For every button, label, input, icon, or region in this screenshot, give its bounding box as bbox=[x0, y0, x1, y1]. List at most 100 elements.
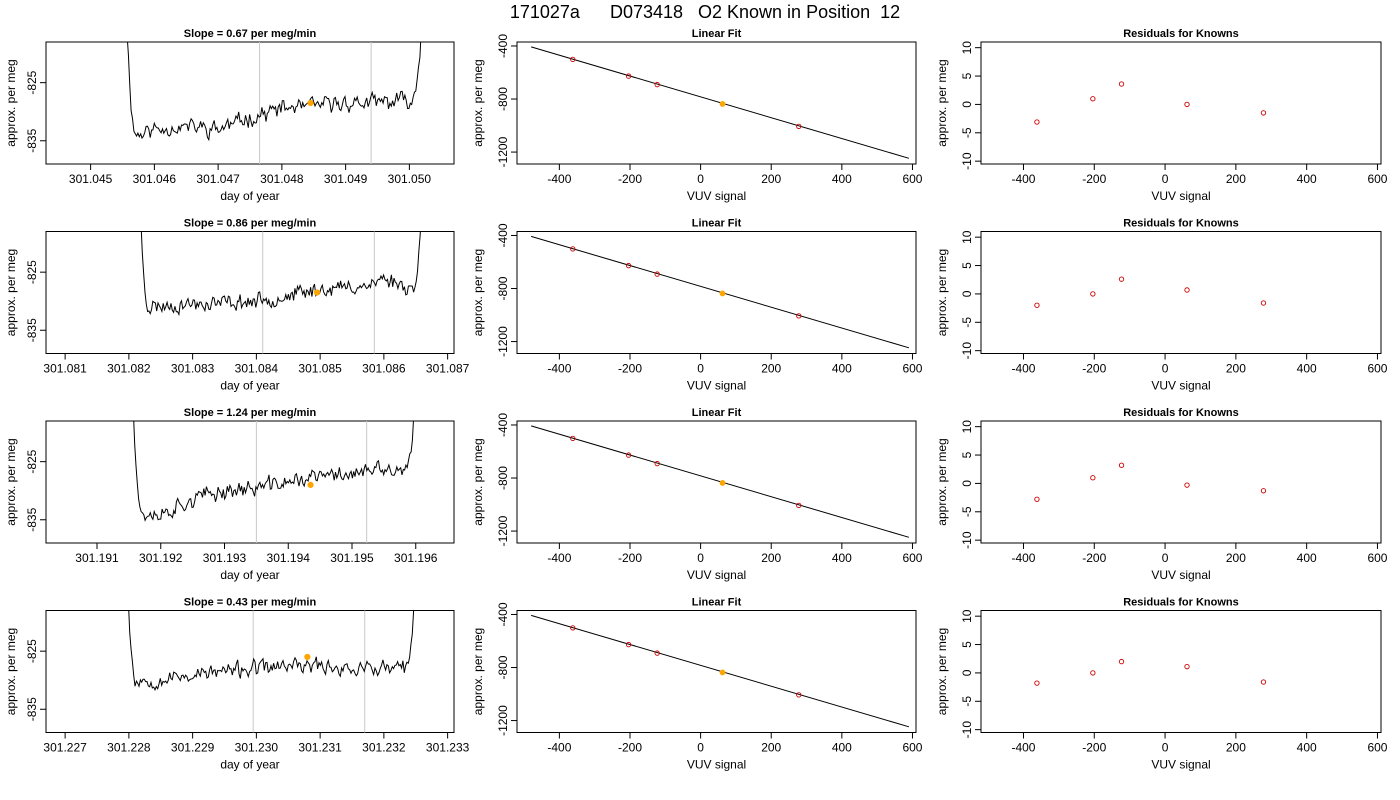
x-tick-label: 0 bbox=[1162, 551, 1169, 565]
x-axis-label: VUV signal bbox=[687, 568, 746, 582]
x-tick-label: 0 bbox=[697, 741, 704, 755]
known-point bbox=[796, 692, 802, 698]
x-tick-label: -400 bbox=[1011, 741, 1035, 755]
y-axis-label: approx. per meg bbox=[4, 249, 18, 336]
trace-panel: Slope = 0.43 per meg/min 301.227 301.228 30… bbox=[4, 597, 470, 772]
x-tick-label: 0 bbox=[1162, 362, 1169, 376]
slope-unit: per meg/min bbox=[248, 218, 317, 230]
x-axis-label: day of year bbox=[220, 189, 279, 203]
y-tick-label: 10 bbox=[960, 420, 974, 434]
y-tick-label: -10 bbox=[960, 152, 974, 170]
y-axis-label: approx. per meg bbox=[471, 249, 485, 336]
sample-point bbox=[719, 290, 726, 297]
resid-title: Residuals for Knowns bbox=[1123, 407, 1239, 419]
fit-panel: Linear Fit -400 -200 0 200 400 600 -400 -800 -120… bbox=[471, 28, 923, 203]
y-tick-label: -5 bbox=[960, 127, 974, 138]
x-tick-label: 301.048 bbox=[260, 172, 304, 186]
x-tick-label: 0 bbox=[1162, 741, 1169, 755]
y-tick-label: -825 bbox=[25, 639, 39, 663]
y-tick-label: -5 bbox=[960, 696, 974, 707]
y-tick-label: -835 bbox=[25, 128, 39, 152]
y-tick-label: -1200 bbox=[496, 326, 510, 357]
y-tick-label: -835 bbox=[25, 697, 39, 721]
trace-frame bbox=[45, 231, 455, 354]
x-tick-label: 200 bbox=[1226, 362, 1246, 376]
x-axis-label: day of year bbox=[220, 758, 279, 772]
y-tick-label: -800 bbox=[496, 87, 510, 111]
x-tick-label: 301.082 bbox=[107, 362, 151, 376]
x-axis-label: VUV signal bbox=[1151, 379, 1210, 393]
y-tick-label: -800 bbox=[496, 655, 510, 679]
x-tick-label: 301.231 bbox=[298, 741, 342, 755]
known-point bbox=[625, 262, 632, 269]
residual-point bbox=[1090, 670, 1096, 676]
x-tick-label: 400 bbox=[1297, 551, 1317, 565]
trace-panel: Slope = 0.86 per meg/min 301.081 301.082 30… bbox=[4, 218, 470, 393]
y-tick-label: 5 bbox=[960, 451, 974, 458]
x-axis-label: day of year bbox=[220, 568, 279, 582]
x-tick-label: 301.049 bbox=[324, 172, 368, 186]
y-axis-label: approx. per meg bbox=[935, 249, 949, 336]
x-tick-label: -400 bbox=[547, 172, 571, 186]
y-tick-label: -835 bbox=[25, 507, 39, 531]
y-tick-label: -400 bbox=[496, 223, 510, 247]
x-tick-label: -200 bbox=[618, 362, 642, 376]
y-axis-label: approx. per meg bbox=[471, 438, 485, 525]
signal-trace bbox=[128, 610, 415, 692]
trace-title: Slope = 1.24 per meg/min bbox=[184, 407, 317, 419]
x-tick-label: 200 bbox=[1226, 741, 1246, 755]
x-tick-label: 301.228 bbox=[107, 741, 151, 755]
y-tick-label: -400 bbox=[496, 413, 510, 437]
residual-point bbox=[1034, 496, 1040, 502]
fit-title: Linear Fit bbox=[692, 28, 742, 40]
y-tick-label: -835 bbox=[25, 318, 39, 342]
y-axis-label: approx. per meg bbox=[4, 628, 18, 715]
trace-frame bbox=[45, 41, 455, 165]
residual-point bbox=[1034, 302, 1040, 308]
residual-point bbox=[1184, 664, 1190, 670]
residual-point bbox=[1118, 276, 1125, 282]
sample-marker bbox=[307, 481, 314, 489]
x-tick-label: -200 bbox=[618, 551, 642, 565]
x-tick-label: 600 bbox=[1367, 551, 1387, 565]
residual-point bbox=[1090, 475, 1096, 481]
x-tick-label: 301.086 bbox=[362, 362, 406, 376]
x-axis-label: VUV signal bbox=[687, 189, 746, 203]
trace-title: Slope = 0.43 per meg/min bbox=[184, 597, 317, 609]
x-tick-label: 200 bbox=[761, 551, 781, 565]
x-tick-label: 301.083 bbox=[171, 362, 215, 376]
y-tick-label: 0 bbox=[960, 669, 974, 676]
slope-unit: per meg/min bbox=[248, 407, 317, 419]
fit-title: Linear Fit bbox=[692, 407, 742, 419]
residual-point bbox=[1034, 119, 1040, 125]
x-tick-label: 301.195 bbox=[330, 551, 374, 565]
x-tick-label: 301.084 bbox=[235, 362, 279, 376]
x-tick-label: 0 bbox=[697, 362, 704, 376]
slope-unit: per meg/min bbox=[248, 28, 317, 40]
residual-point bbox=[1184, 287, 1190, 293]
y-tick-label: -1200 bbox=[496, 705, 510, 736]
y-tick-label: -800 bbox=[496, 466, 510, 490]
x-tick-label: -400 bbox=[1011, 551, 1035, 565]
fit-frame bbox=[516, 610, 917, 733]
x-tick-label: 0 bbox=[697, 551, 704, 565]
x-tick-label: -200 bbox=[1082, 172, 1106, 186]
x-tick-label: 301.050 bbox=[388, 172, 432, 186]
fit-title: Linear Fit bbox=[692, 597, 742, 609]
signal-trace bbox=[127, 42, 422, 142]
known-point bbox=[654, 271, 660, 277]
x-tick-label: 301.192 bbox=[139, 551, 183, 565]
x-tick-label: 301.194 bbox=[267, 551, 311, 565]
residual-point bbox=[1118, 462, 1125, 468]
x-tick-label: 400 bbox=[1297, 362, 1317, 376]
known-point bbox=[625, 73, 632, 79]
sample-marker bbox=[313, 289, 321, 296]
y-tick-label: -10 bbox=[960, 721, 974, 739]
trace-title: Slope = 0.67 per meg/min bbox=[184, 28, 317, 40]
resid-panel: Residuals for Knowns -400 -200 0 200 400 600 -1… bbox=[935, 218, 1388, 393]
known-point bbox=[796, 313, 802, 319]
trace-title: Slope = 0.86 per meg/min bbox=[184, 218, 317, 230]
known-point bbox=[654, 650, 660, 656]
y-tick-label: 10 bbox=[960, 609, 974, 623]
